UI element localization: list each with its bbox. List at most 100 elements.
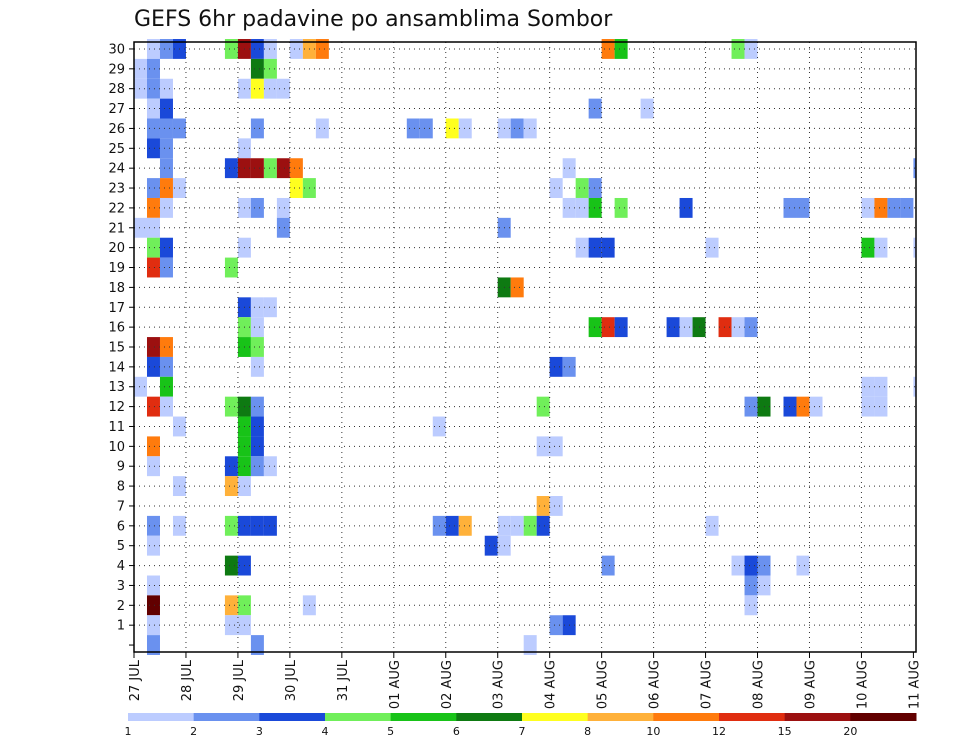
colorbar-label: 1: [125, 725, 132, 738]
y-tick-label: 30: [108, 42, 125, 57]
heatmap-cell: [263, 158, 277, 179]
heatmap-cell: [250, 515, 264, 536]
grid-lines: [134, 42, 916, 652]
heatmap-cell: [276, 217, 290, 238]
heatmap-cell: [146, 575, 160, 596]
heatmap-cell: [315, 118, 329, 139]
y-tick-label: 13: [108, 380, 125, 395]
heatmap-cell: [146, 635, 160, 655]
heatmap-cell: [146, 257, 160, 278]
heatmap-cell: [250, 456, 264, 477]
heatmap-cell: [250, 396, 264, 417]
heatmap-cell: [146, 337, 160, 357]
heatmap-cell: [159, 356, 173, 377]
y-tick-label: 24: [108, 162, 125, 177]
heatmap-cell: [315, 39, 329, 59]
heatmap-cell: [796, 396, 810, 417]
heatmap-cell: [159, 118, 173, 139]
heatmap-cell: [549, 178, 563, 198]
x-tick-label: 11 AUG: [907, 660, 922, 709]
heatmap-cell: [588, 317, 602, 338]
heatmap-cell: [276, 197, 290, 218]
heatmap-cell: [146, 39, 160, 59]
colorbar-label: 6: [453, 725, 460, 738]
heatmap-cell: [536, 496, 550, 516]
heatmap-cell: [796, 555, 810, 576]
chart-title: GEFS 6hr padavine po ansamblima Sombor: [134, 7, 613, 32]
heatmap-cell: [601, 237, 615, 258]
heatmap-cell: [146, 396, 160, 417]
heatmap-cell: [718, 317, 732, 338]
heatmap-cell: [263, 39, 277, 59]
heatmap-cell: [224, 257, 238, 278]
heatmap-cell: [601, 39, 615, 59]
heatmap-cell: [484, 535, 498, 556]
heatmap-cell: [146, 535, 160, 556]
heatmap-cell: [445, 118, 459, 139]
heatmap-cell: [159, 197, 173, 218]
heatmap-cell: [146, 217, 160, 238]
heatmap-cell: [134, 376, 147, 397]
colorbar-swatch: [128, 713, 195, 721]
heatmap-cell: [146, 595, 160, 616]
y-tick-label: 22: [108, 201, 125, 216]
heatmap-cell: [549, 496, 563, 516]
heatmap-cell: [510, 118, 524, 139]
heatmap-cell: [523, 515, 537, 536]
heatmap-cell: [146, 356, 160, 377]
heatmap-cell: [224, 158, 238, 179]
colorbar-swatch: [325, 713, 392, 721]
y-axis: 1234567891011121314151617181920212223242…: [108, 42, 134, 646]
colorbar-label: 4: [322, 725, 329, 738]
y-tick-label: 12: [108, 400, 125, 415]
heatmap-cell: [887, 197, 901, 218]
y-tick-label: 7: [117, 499, 125, 514]
heatmap-cell: [588, 237, 602, 258]
heatmap-cell: [575, 197, 589, 218]
heatmap-cell: [809, 396, 823, 417]
heatmap-cell: [263, 297, 277, 318]
heatmap-cell: [159, 78, 173, 99]
y-tick-label: 15: [108, 341, 125, 356]
colorbar-label: 20: [843, 725, 857, 738]
heatmap-cell: [744, 555, 758, 576]
heatmap-cell: [159, 337, 173, 357]
heatmap-cell: [601, 555, 615, 576]
heatmap-cell: [744, 317, 758, 338]
heatmap-cell: [536, 436, 550, 457]
x-tick-label: 09 AUG: [803, 660, 818, 709]
heatmap-cell: [406, 118, 420, 139]
x-tick-label: 27 JUL: [128, 659, 143, 701]
heatmap-cell: [250, 118, 264, 139]
y-tick-label: 29: [108, 62, 125, 77]
y-tick-label: 3: [117, 579, 125, 594]
heatmap-cell: [159, 237, 173, 258]
colorbar-swatch: [390, 713, 457, 721]
y-tick-label: 18: [108, 281, 125, 296]
heatmap-cell: [250, 635, 264, 655]
heatmap-cell: [549, 615, 563, 636]
heatmap-cell: [159, 138, 173, 159]
heatmap-cell: [159, 376, 173, 397]
heatmap-cell: [523, 635, 537, 655]
heatmap-cell: [134, 78, 147, 99]
colorbar-label: 2: [190, 725, 197, 738]
colorbar-swatch: [259, 713, 326, 721]
heatmap-cell: [640, 98, 654, 119]
colorbar-label: 12: [712, 725, 726, 738]
y-tick-label: 6: [117, 519, 125, 534]
heatmap-cell: [276, 158, 290, 179]
x-tick-label: 29 JUL: [232, 659, 247, 701]
heatmap-cell: [250, 416, 264, 437]
heatmap-cell: [601, 317, 615, 338]
colorbar-label: 8: [584, 725, 591, 738]
colorbar-swatch: [522, 713, 589, 721]
y-tick-label: 5: [117, 539, 125, 554]
heatmap-cell: [731, 555, 745, 576]
colorbar-label: 10: [646, 725, 660, 738]
heatmap-cell: [874, 197, 888, 218]
heatmap-cell: [159, 178, 173, 198]
heatmap-cell: [146, 178, 160, 198]
x-tick-label: 05 AUG: [596, 660, 611, 709]
heatmap-cell: [250, 78, 264, 99]
